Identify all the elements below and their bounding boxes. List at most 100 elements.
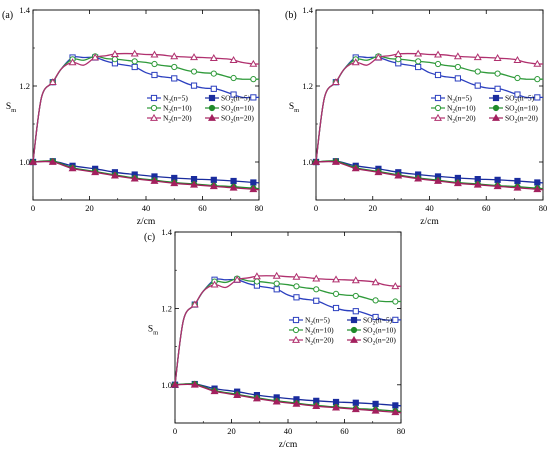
data-point <box>392 316 399 323</box>
data-point <box>332 275 341 283</box>
series-so2-n-20- <box>171 380 402 416</box>
legend: N2(n=5)N2(n=10)N2(n=20) SO2(n=5)SO2(n=10)… <box>431 94 538 125</box>
x-tick-label: 20 <box>85 203 94 213</box>
data-point <box>68 58 77 66</box>
data-point <box>292 399 301 407</box>
data-point <box>374 168 383 176</box>
x-axis-label: z/cm <box>420 217 439 227</box>
x-axis-label: z/cm <box>137 217 156 227</box>
data-point <box>273 280 280 287</box>
data-point <box>493 182 502 190</box>
data-point <box>514 91 521 98</box>
x-tick-label: 80 <box>397 426 406 436</box>
data-point <box>209 53 218 61</box>
data-point <box>391 408 400 416</box>
data-point <box>91 168 100 176</box>
legend-label: SO2(n=10) <box>221 104 254 115</box>
data-point <box>434 71 442 79</box>
legend-marker <box>292 335 300 343</box>
data-point <box>190 380 199 388</box>
y-axis-label: Sm <box>289 102 299 114</box>
data-point <box>252 394 261 402</box>
legend: N2(n=5)N2(n=10)N2(n=20) SO2(n=5)SO2(n=10)… <box>147 94 254 125</box>
data-point <box>352 292 359 300</box>
legend-label: SO2(n=10) <box>363 326 396 337</box>
series-so2-n-20- <box>312 157 544 193</box>
data-point <box>131 58 138 65</box>
legend-marker <box>150 113 158 121</box>
data-point <box>332 403 341 411</box>
legend-label: N2(n=20) <box>305 336 334 347</box>
data-point <box>110 50 119 58</box>
legend-marker <box>492 94 500 102</box>
data-point <box>351 58 360 66</box>
x-axis-label: z/cm <box>279 440 298 450</box>
series-so2-n-5- <box>171 380 402 409</box>
data-point <box>394 171 403 179</box>
legend-label: N2(n=5) <box>447 94 472 105</box>
legend-marker <box>350 316 358 324</box>
data-point <box>250 76 257 83</box>
data-point <box>130 49 139 57</box>
data-point <box>230 91 237 98</box>
legend-marker <box>150 104 158 112</box>
x-tick-label: 0 <box>31 203 35 213</box>
series-line <box>174 275 402 385</box>
data-point <box>29 157 37 165</box>
data-point <box>293 283 300 290</box>
y-tick-label: 1.2 <box>161 303 172 313</box>
legend-label: SO2(n=5) <box>363 316 393 327</box>
x-tick-label: 80 <box>539 203 548 213</box>
legend-marker <box>492 113 500 121</box>
data-point <box>68 164 77 172</box>
series-line <box>32 52 260 163</box>
data-point <box>453 52 462 60</box>
x-tick-label: 60 <box>340 426 349 436</box>
legend-label: SO2(n=5) <box>221 94 251 105</box>
legend-label: SO2(n=10) <box>505 104 538 115</box>
data-point <box>514 74 521 82</box>
chart-panel-c: (c) 0 20 40 60 80 1.0 1.2 1.4 z/cm Sm N2(n=5)N2(n=1… <box>144 227 405 450</box>
data-point <box>533 59 542 67</box>
data-point <box>434 176 442 184</box>
panel-label: (c) <box>144 232 155 243</box>
data-point <box>230 74 237 82</box>
data-point <box>272 397 281 405</box>
data-point <box>513 183 522 191</box>
series-line <box>315 52 544 163</box>
legend: N2(n=5)N2(n=10)N2(n=20) SO2(n=5)SO2(n=10)… <box>289 316 396 347</box>
legend-label: N2(n=5) <box>163 94 188 105</box>
x-tick-label: 60 <box>198 203 207 213</box>
legend-marker <box>492 104 500 112</box>
data-point <box>292 272 301 280</box>
x-tick-label: 20 <box>369 203 378 213</box>
data-point <box>249 185 258 193</box>
data-point <box>332 290 340 297</box>
data-point <box>151 71 158 79</box>
data-point <box>394 50 403 58</box>
data-point <box>434 60 442 68</box>
data-point <box>395 56 402 63</box>
data-point <box>533 185 542 193</box>
data-point <box>190 300 199 308</box>
x-tick-label: 40 <box>425 203 434 213</box>
data-point <box>534 76 541 83</box>
legend-marker <box>150 94 158 102</box>
data-point <box>210 70 217 77</box>
data-point <box>273 286 280 293</box>
legend-marker <box>434 94 442 102</box>
data-point <box>372 313 379 321</box>
x-tick-label: 80 <box>255 203 264 213</box>
legend-marker <box>350 335 358 343</box>
legend-marker <box>434 113 442 121</box>
x-tick-label: 20 <box>227 426 236 436</box>
x-tick-label: 40 <box>284 426 293 436</box>
data-point <box>130 174 139 182</box>
data-point <box>371 406 380 414</box>
data-point <box>534 94 541 101</box>
y-axis-label: Sm <box>6 102 16 114</box>
legend-marker <box>292 326 300 334</box>
panel-label: (b) <box>285 10 297 21</box>
y-tick-label: 1.4 <box>161 227 172 237</box>
